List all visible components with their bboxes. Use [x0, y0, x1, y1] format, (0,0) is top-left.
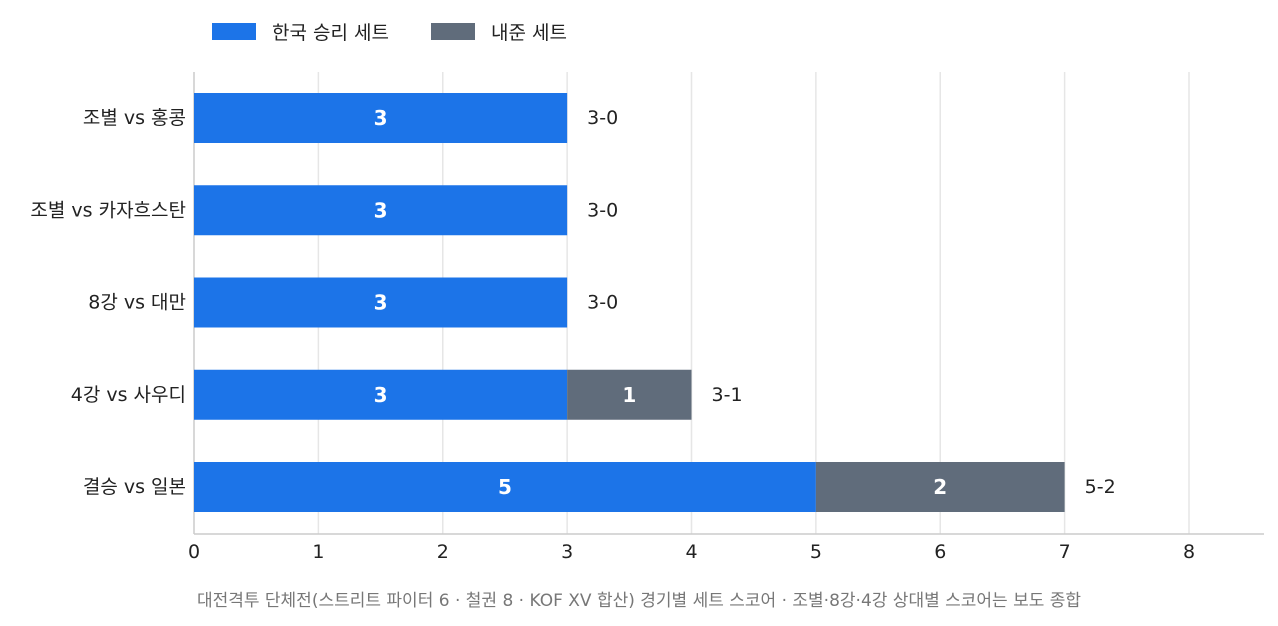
bar-loss	[815, 462, 1065, 512]
bar-win	[194, 462, 816, 512]
bar-value-label: 3	[374, 106, 388, 130]
score-label: 5-2	[1085, 476, 1116, 498]
y-tick-label: 조별 vs 카자흐스탄	[30, 199, 186, 221]
legend-item-loss: 내준 세트	[430, 18, 567, 45]
bar-value-label: 5	[498, 475, 512, 499]
bar-win	[194, 93, 568, 143]
bar-value-label: 3	[374, 383, 388, 407]
y-tick-label: 조별 vs 홍콩	[83, 107, 186, 129]
y-tick-label: 결승 vs 일본	[83, 476, 186, 498]
legend-label-win: 한국 승리 세트	[272, 22, 389, 44]
bar-value-label: 2	[933, 475, 947, 499]
x-tick-label: 2	[437, 541, 449, 563]
x-tick-label: 1	[312, 541, 324, 563]
legend-item-win: 한국 승리 세트	[212, 18, 389, 45]
score-label: 3-1	[712, 384, 743, 406]
bar-value-label: 1	[622, 383, 636, 407]
x-tick-label: 5	[810, 541, 822, 563]
x-tick-label: 6	[934, 541, 946, 563]
bar-win	[194, 369, 568, 420]
y-tick-label: 4강 vs 사우디	[71, 384, 186, 406]
bar-win	[194, 277, 568, 328]
x-tick-label: 3	[561, 541, 573, 563]
x-tick-label: 0	[188, 541, 200, 563]
y-tick-label: 8강 vs 대만	[88, 292, 186, 314]
score-label: 3-0	[587, 292, 618, 314]
bar-value-label: 3	[374, 291, 388, 315]
x-tick-label: 8	[1183, 541, 1195, 563]
score-label: 3-0	[587, 199, 618, 221]
bar-value-label: 3	[374, 198, 388, 222]
x-tick-label: 4	[685, 541, 697, 563]
legend-swatch-win	[212, 23, 256, 40]
bar-win	[194, 185, 568, 236]
legend: 한국 승리 세트 내준 세트	[212, 18, 567, 45]
chart-caption: 대전격투 단체전(스트리트 파이터 6 · 철권 8 · KOF XV 합산) …	[196, 591, 1082, 611]
legend-label-loss: 내준 세트	[490, 22, 567, 44]
score-label: 3-0	[587, 107, 618, 129]
bar-loss	[567, 369, 692, 420]
legend-swatch-loss	[430, 23, 475, 40]
x-tick-label: 7	[1059, 541, 1071, 563]
